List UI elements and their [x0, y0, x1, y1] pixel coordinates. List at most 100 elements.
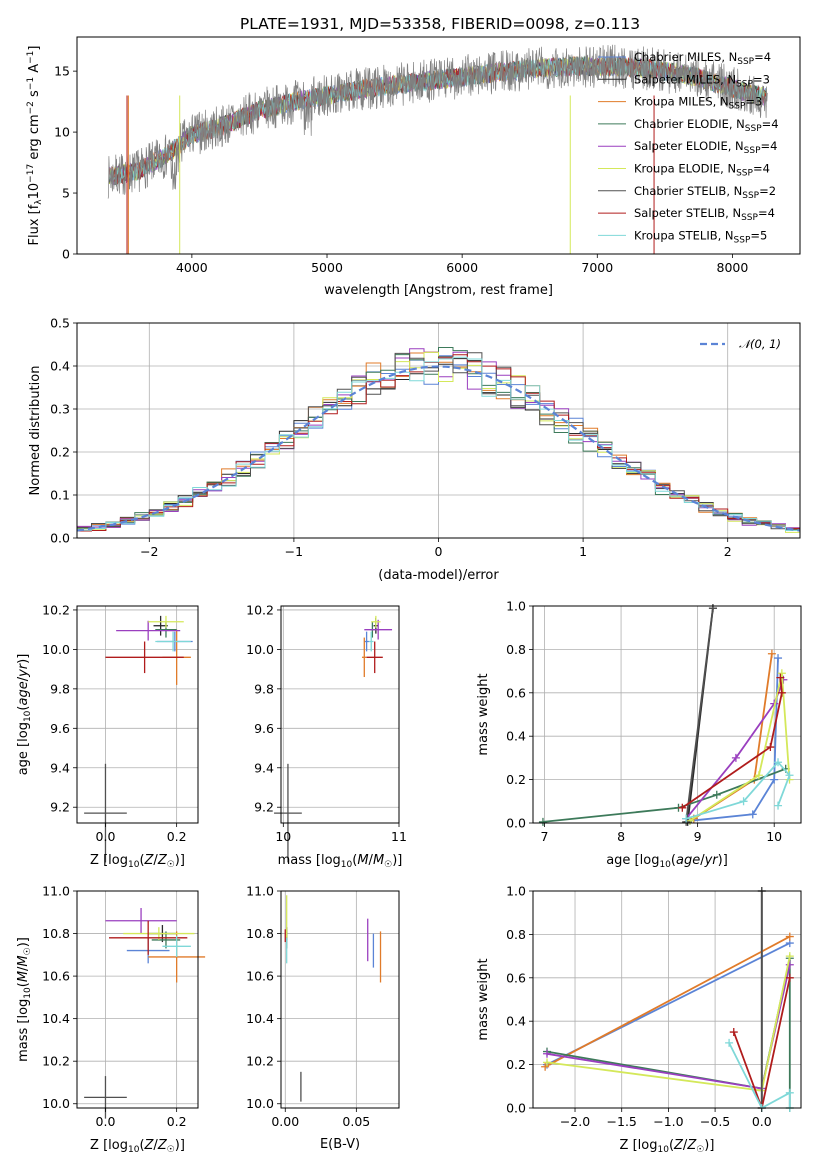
mass-weight-line: [544, 935, 791, 1068]
label-part: =4: [761, 139, 778, 153]
label-part: Z: [144, 1138, 155, 1153]
label-part: Z [log: [90, 853, 128, 868]
label-part: 10: [23, 987, 33, 999]
x-tick-label: 7: [541, 829, 549, 844]
label-part: (: [669, 1138, 674, 1153]
label-part: age: [676, 853, 700, 868]
label-part: 10: [659, 860, 671, 870]
mass-weight-point: [766, 743, 775, 752]
label-part: SSP: [736, 79, 753, 89]
label-part: (: [671, 853, 676, 868]
axes-frame: [76, 36, 801, 255]
x-tick-label: 0.2: [167, 1114, 187, 1129]
label-part: ☉: [384, 860, 392, 870]
axes-frame: [280, 605, 400, 824]
y-tick-label: 11.0: [42, 884, 70, 899]
y-tick-label: 0.0: [506, 1101, 526, 1116]
y-tick-label: 10.4: [42, 1011, 70, 1026]
x-tick-label: 0.0: [96, 829, 116, 844]
label-part: s: [27, 90, 42, 101]
chart-spectrum: 4000 5000 6000 7000 8000 0 5 10 15 wavelength [An…: [26, 36, 801, 298]
label-part: =4: [753, 162, 770, 176]
label-part: Z: [686, 1138, 697, 1153]
axes-frame: [532, 605, 802, 824]
label-part: −1: [26, 51, 36, 64]
mass-weight-line: [685, 608, 714, 823]
label-part: A: [27, 64, 42, 77]
label-part: Z [log: [620, 1138, 658, 1153]
label-part: (: [352, 853, 357, 868]
y-tick-label: 1.0: [506, 884, 526, 899]
figure-title: PLATE=1931, MJD=53358, FIBERID=0098, z=0…: [240, 15, 640, 33]
label-part: (: [16, 706, 31, 711]
label-part: Chabrier ELODIE, N: [634, 117, 745, 131]
label-part: ☉: [696, 1145, 704, 1155]
y-tick-label: 10.0: [246, 1096, 274, 1111]
label-part: ☉: [167, 860, 175, 870]
y-tick-label: 0.5: [50, 316, 70, 331]
chart-mass-vs-Z: 0.0 0.210.010.210.410.610.811.0Z [log10(Z…: [16, 884, 206, 1155]
legend-entry: Kroupa ELODIE, NSSP=4: [634, 162, 770, 179]
label-part: M: [16, 955, 31, 966]
x-tick-label: 4000: [176, 260, 208, 275]
y-tick-label: 10: [54, 125, 70, 140]
label-part: SSP: [734, 235, 751, 245]
label-part: ]: [27, 46, 42, 51]
label-part: SSP: [744, 146, 761, 156]
label-part: yr: [16, 662, 31, 678]
label-part: =4: [758, 206, 775, 220]
x-tick-label: 2: [724, 544, 732, 559]
mass-weight-point: [785, 973, 794, 982]
residual-histogram: [77, 356, 800, 531]
x-axis-label: E(B-V): [320, 1137, 360, 1152]
legend-entry: Chabrier ELODIE, NSSP=4: [634, 117, 779, 134]
y-tick-label: 9.2: [254, 800, 274, 815]
x-tick-label: −2: [140, 544, 158, 559]
y-tick-label: 0.4: [506, 729, 526, 744]
x-tick-label: 8000: [717, 260, 749, 275]
y-axis-label: mass weight: [476, 958, 491, 1040]
axes-frame: [280, 890, 400, 1109]
y-tick-label: 0: [62, 247, 70, 262]
y-tick-label: 0.0: [50, 531, 70, 546]
label-part: )]: [718, 853, 728, 868]
y-tick-label: 5: [62, 186, 70, 201]
label-part: Kroupa ELODIE, N: [634, 162, 736, 176]
x-tick-label: −1.5: [607, 1114, 637, 1129]
observed-spectrum-line: [107, 44, 768, 199]
label-part: age [log: [16, 722, 31, 775]
mass-weight-line: [681, 677, 783, 809]
label-part: =4: [762, 117, 779, 131]
label-part: age [log: [606, 853, 659, 868]
legend-entry: Kroupa MILES, NSSP=3: [634, 95, 762, 112]
y-tick-label: 9.2: [50, 800, 70, 815]
label-part: /: [16, 966, 31, 971]
mass-weight-point: [785, 771, 794, 780]
label-part: =4: [754, 50, 771, 64]
x-axis-label: wavelength [Angstrom, rest frame]: [324, 283, 553, 298]
label-part: age: [16, 681, 31, 705]
plot-area: [84, 908, 206, 1119]
label-part: 10: [657, 1145, 669, 1155]
x-tick-label: 6000: [446, 260, 478, 275]
plot-area: [541, 887, 794, 1112]
x-tick-label: 10: [275, 829, 291, 844]
y-tick-label: 0.8: [506, 642, 526, 657]
chart-weight-vs-Z: −2.0 −1.5 −1.0 −0.5 0.0 0.0 0.2 0.4 0.6 0.8 1.0 Z […: [476, 884, 802, 1155]
y-axis-label: mass weight: [476, 673, 491, 755]
x-axis-label: age [log10(age/yr)]: [606, 853, 728, 870]
y-tick-label: 10.2: [246, 1054, 274, 1069]
label-part: 10: [341, 860, 353, 870]
label-part: /: [153, 853, 158, 868]
plot-area: [284, 895, 382, 1102]
mass-weight-line: [542, 767, 787, 823]
x-tick-label: 0.05: [342, 1114, 370, 1129]
label-part: (: [139, 853, 144, 868]
x-tick-label: 0.00: [271, 1114, 299, 1129]
x-tick-label: 0.2: [167, 829, 187, 844]
label-part: Salpeter ELODIE, N: [634, 139, 744, 153]
label-part: SSP: [737, 57, 754, 67]
mass-weight-point: [754, 771, 763, 780]
